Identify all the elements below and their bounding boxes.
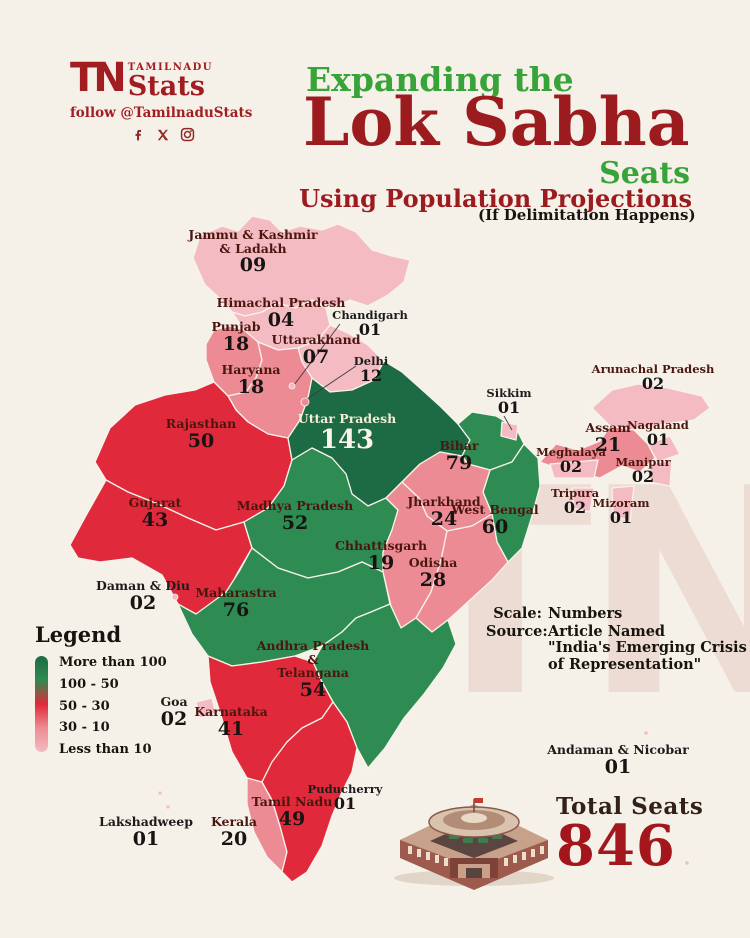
state-shape-nagaland xyxy=(647,435,681,463)
callout-line-delhi xyxy=(306,365,357,400)
state-shape-odisha xyxy=(415,513,509,633)
legend-item: 30 - 10 xyxy=(59,720,110,736)
small-territory-dots xyxy=(157,382,690,866)
brand-follow-handle[interactable]: follow @TamilnaduStats xyxy=(70,105,253,121)
brand-logo: TN TAMILNADU Stats follow @TamilnaduStat… xyxy=(70,55,253,142)
legend-items: More than 100 100 - 50 50 - 30 30 - 10 Less … xyxy=(59,656,167,756)
scale-label: Scale: xyxy=(493,605,542,622)
dot-lakshadweep xyxy=(165,804,171,810)
state-shape-tamil-nadu xyxy=(261,701,358,883)
state-shape-arunachal-pradesh xyxy=(591,383,711,431)
state-shapes xyxy=(69,215,711,883)
x-icon[interactable] xyxy=(156,128,170,142)
brand-name-top: TAMILNADU xyxy=(127,62,213,73)
instagram-icon[interactable] xyxy=(180,127,195,142)
source-label: Source: xyxy=(486,623,548,641)
legend: Legend More than 100 100 - 50 50 - 30 30 - … xyxy=(35,622,167,756)
parliament-illustration xyxy=(394,798,554,890)
total-seats-label: Total Seats xyxy=(556,793,704,820)
state-shape-tripura xyxy=(571,487,595,513)
state-shape-mizoram xyxy=(611,485,635,523)
brand-name-bottom: Stats xyxy=(127,71,205,102)
source-value: Article Named "India's Emerging Crisis o… xyxy=(548,623,747,673)
dot-andaman-nicobar xyxy=(684,860,690,866)
legend-item: More than 100 xyxy=(59,655,167,670)
social-icons-row xyxy=(132,127,252,142)
legend-item: 50 - 30 xyxy=(59,698,110,714)
title-line-1: Expanding the xyxy=(306,60,574,99)
dot-chandigarh xyxy=(288,382,296,390)
dot-delhi xyxy=(300,397,310,407)
total-seats-value: 846 xyxy=(556,813,676,879)
total-seats: Total Seats 846 xyxy=(556,793,704,879)
legend-item: 100 - 50 xyxy=(59,676,119,692)
title-line-seats: Seats xyxy=(599,156,690,191)
callout-line-chandigarh xyxy=(293,323,341,386)
dot-puducherry xyxy=(346,802,354,810)
dot-lakshadweep xyxy=(157,790,163,796)
legend-gradient-bar xyxy=(35,656,48,752)
callout-lines xyxy=(293,323,513,431)
facebook-icon[interactable] xyxy=(132,127,146,142)
brand-tn-monogram: TN xyxy=(70,55,127,101)
title-note: (If Delimitation Happens) xyxy=(478,206,696,224)
state-shape-manipur xyxy=(649,459,673,487)
state-shape-meghalaya xyxy=(549,459,599,479)
title-subtitle: Using Population Projections xyxy=(299,184,692,213)
scale-value: Numbers xyxy=(548,605,623,622)
dot-andaman-nicobar xyxy=(643,730,649,736)
state-shape-goa xyxy=(195,697,217,719)
state-shape-andhra-telangana xyxy=(312,603,457,769)
state-shape-jammu-kashmir-ladakh xyxy=(192,215,411,317)
title-main: Lok Sabha xyxy=(303,83,690,161)
callout-line-sikkim xyxy=(503,415,513,431)
legend-title: Legend xyxy=(35,622,122,647)
dot-daman-diu xyxy=(171,593,179,601)
map-notes: Scale: Numbers Source: Article Named "In… xyxy=(486,605,747,673)
legend-item: Less than 10 xyxy=(59,742,152,757)
state-shape-sikkim xyxy=(500,421,519,441)
